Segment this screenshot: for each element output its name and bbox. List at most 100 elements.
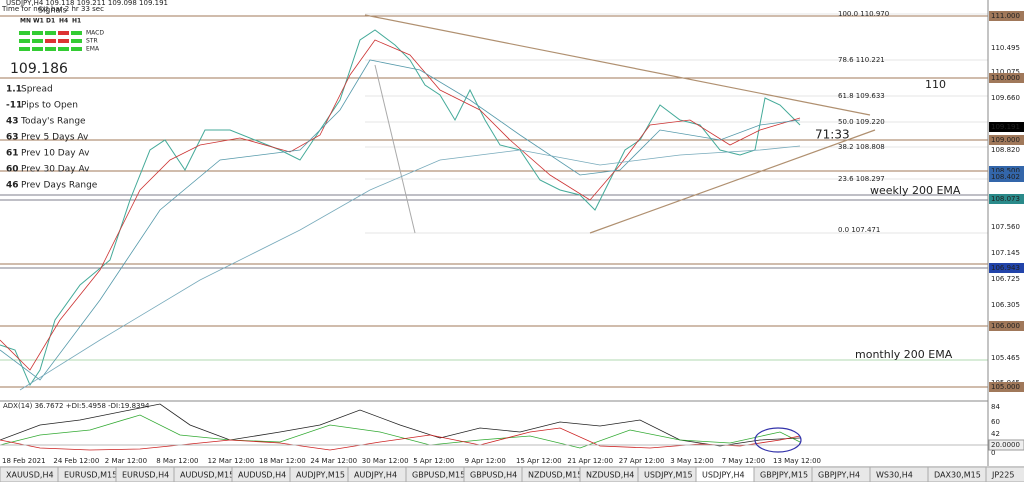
monthly-note: monthly 200 EMA <box>855 348 953 361</box>
signal-col: H4 <box>59 18 68 25</box>
date-label: 13 May 12:00 <box>773 457 821 465</box>
date-label: 9 Apr 12:00 <box>465 457 506 465</box>
price-tag <box>989 73 1024 83</box>
date-label: 24 Feb 12:00 <box>53 457 99 465</box>
signal <box>45 47 56 51</box>
tab-label[interactable]: AUDJPY,H4 <box>354 471 397 480</box>
info-value: 46 <box>6 181 19 191</box>
info-value: 1.1 <box>6 85 22 95</box>
signal <box>71 39 82 43</box>
info-label: Prev Days Range <box>21 181 98 191</box>
fib-label: 23.6 108.297 <box>838 175 885 183</box>
date-label: 3 May 12:00 <box>670 457 714 465</box>
chart-area <box>0 0 988 455</box>
signal <box>45 31 56 35</box>
tab-label[interactable]: XAUUSD,H4 <box>6 471 54 480</box>
tab-label[interactable]: NZDUSD,H4 <box>586 471 634 480</box>
date-label: 5 Apr 12:00 <box>413 457 454 465</box>
info-value: 63 <box>6 133 19 143</box>
tab-label[interactable]: AUDUSD,H4 <box>238 471 286 480</box>
price-label: 107.145 <box>991 249 1020 257</box>
price-tag <box>989 321 1024 331</box>
date-label: 12 Mar 12:00 <box>208 457 255 465</box>
ema-fast <box>0 39 801 371</box>
signal-row: MACD <box>86 30 104 37</box>
indicator-axis: 0 <box>991 449 995 457</box>
signal <box>71 47 82 51</box>
info-label: Spread <box>21 85 53 95</box>
indicator-axis: 20.0000 <box>991 441 1020 449</box>
date-label: 8 Mar 12:00 <box>156 457 198 465</box>
signal <box>71 31 82 35</box>
indicator-label: ADX(14) 36.7672 +DI:5.4958 -DI:19.8394 <box>3 402 150 410</box>
timer: Time for next bar 2 hr 33 sec <box>1 5 104 13</box>
ema-mid <box>0 59 801 381</box>
signal <box>45 39 56 43</box>
signal-col: MN <box>20 18 31 25</box>
price-label: 109.191 <box>991 123 1020 131</box>
info-label: Prev 10 Day Av <box>21 149 90 159</box>
tab-label[interactable]: AUDUSD,M15 <box>180 471 234 480</box>
price-tag <box>989 263 1024 273</box>
signal <box>32 47 43 51</box>
tab-label[interactable]: WS30,H4 <box>876 471 913 480</box>
price-label: 109.660 <box>991 94 1020 102</box>
price-label: 108.073 <box>991 195 1020 203</box>
trendline <box>364 14 871 116</box>
tab-label[interactable]: JP225 <box>991 471 1014 480</box>
indicator-axis: 84 <box>991 403 1000 411</box>
ema-levels <box>0 194 988 361</box>
tab-label[interactable]: USDJPY,M15 <box>644 471 693 480</box>
signals-title: Signals <box>38 6 67 15</box>
info-label: Prev 5 Days Av <box>21 133 89 143</box>
tab-label[interactable]: GBPJPY,H4 <box>818 471 860 480</box>
indicator-axis: 60 <box>991 418 1000 426</box>
tab-label[interactable]: AUDJPY,M15 <box>296 471 345 480</box>
minus-di <box>0 427 801 451</box>
signal <box>58 47 69 51</box>
signal <box>19 31 30 35</box>
tab-label[interactable]: GBPUSD,H4 <box>470 471 517 480</box>
info-value: 61 <box>6 149 19 159</box>
price-tag <box>989 11 1024 21</box>
price-label: 111.000 <box>991 12 1020 20</box>
fib-label: 50.0 109.220 <box>838 118 885 126</box>
signal-col: H1 <box>72 18 81 25</box>
price-label: 108.402 <box>991 173 1020 181</box>
price-label: 108.500 <box>991 167 1020 175</box>
price-tag <box>989 194 1024 204</box>
info-label: Today's Range <box>20 117 86 127</box>
price-tag <box>989 172 1024 182</box>
tab-label[interactable]: USDJPY,H4 <box>702 471 745 480</box>
tab-label[interactable]: GBPUSD,M15 <box>412 471 465 480</box>
date-label: 15 Apr 12:00 <box>516 457 562 465</box>
price-label: 106.943 <box>991 264 1020 272</box>
signal-col: W1 <box>33 18 44 25</box>
tab-label[interactable]: EURUSD,H4 <box>122 471 169 480</box>
price-label: 109.000 <box>991 136 1020 144</box>
tab-label[interactable]: DAX30,M15 <box>934 471 981 480</box>
price-tag <box>989 166 1024 176</box>
highlight-circle <box>754 427 802 453</box>
signal <box>58 31 69 35</box>
info-label: Pips to Open <box>21 101 78 111</box>
price-label: 105.465 <box>991 354 1020 362</box>
tab-label[interactable]: NZDUSD,M15 <box>528 471 582 480</box>
tab[interactable] <box>985 466 1024 482</box>
info-value: 43 <box>6 117 19 127</box>
date-label: 21 Apr 12:00 <box>567 457 613 465</box>
date-label: 18 Mar 12:00 <box>259 457 306 465</box>
price-label: 106.000 <box>991 322 1020 330</box>
countdown: 71:33 <box>815 128 850 142</box>
current-price: 109.186 <box>10 61 68 77</box>
fib-label: 100.0 110.970 <box>838 10 889 18</box>
date-label: 7 May 12:00 <box>722 457 766 465</box>
fib-label: 78.6 110.221 <box>838 56 885 64</box>
ema-slow <box>19 145 801 391</box>
tab-label[interactable]: EURUSD,M15 <box>64 471 117 480</box>
price-label: 110.495 <box>991 44 1020 52</box>
price <box>0 29 801 387</box>
signal-col: D1 <box>46 18 55 25</box>
tab-label[interactable]: GBPJPY,M15 <box>760 471 808 480</box>
